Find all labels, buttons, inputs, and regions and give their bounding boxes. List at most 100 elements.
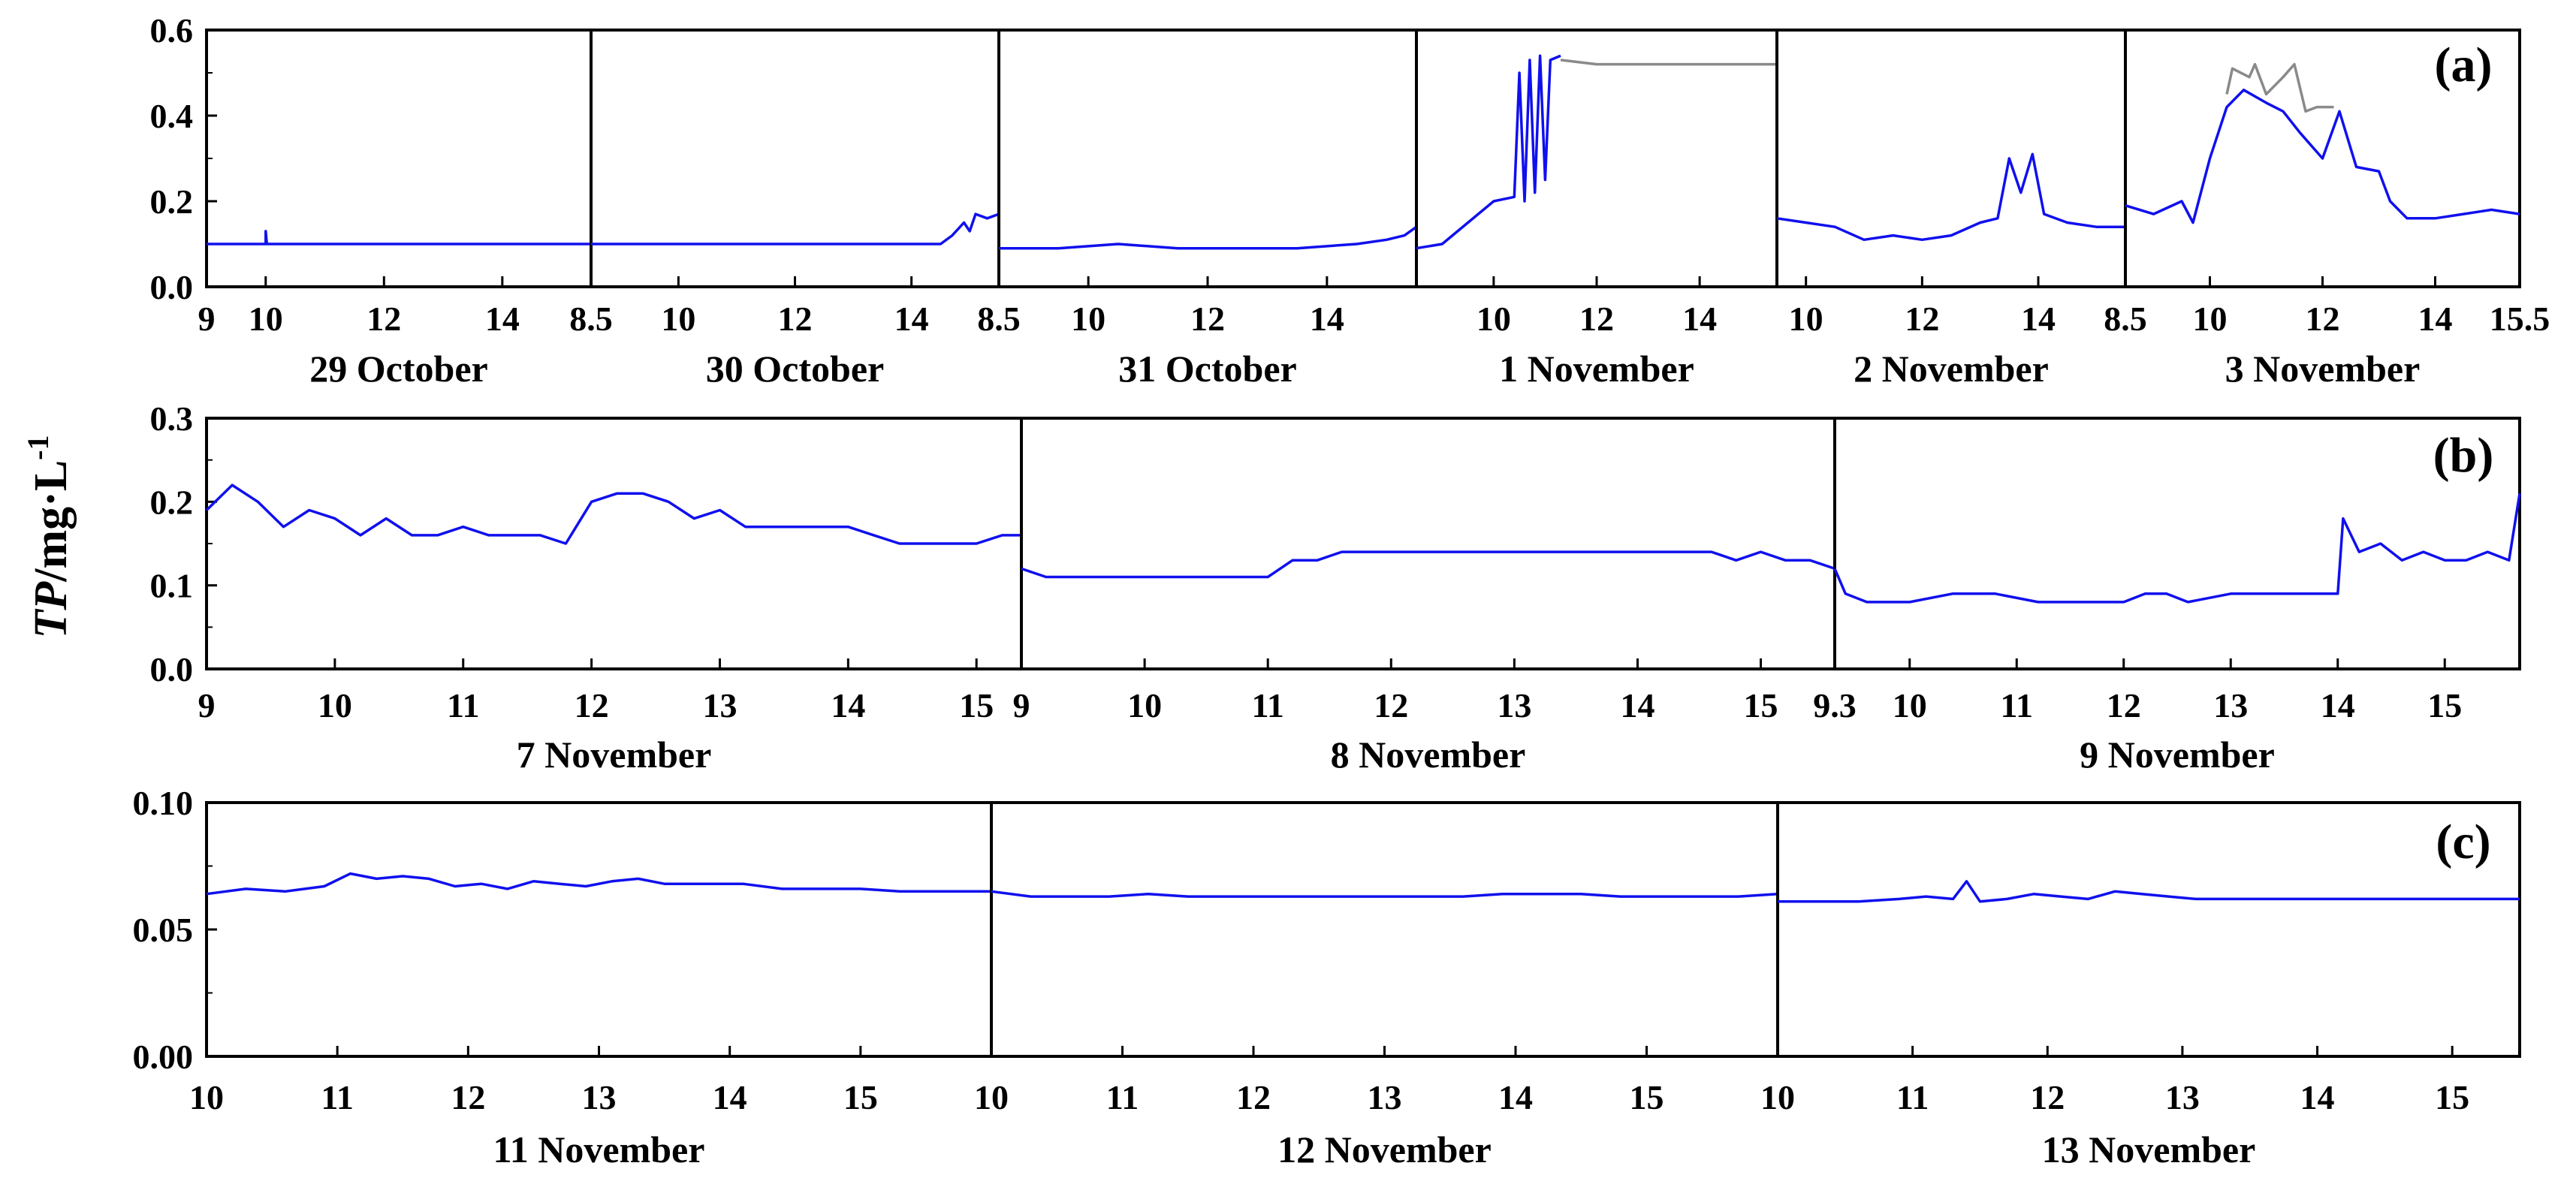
x-tick-label: 13 xyxy=(1368,1078,1402,1116)
x-tick-label: 15 xyxy=(1744,686,1778,725)
tp-series-line xyxy=(1833,493,2521,604)
tp-series-line xyxy=(205,484,1021,545)
tp-secondary-line xyxy=(2225,62,2334,113)
y-tick-label: 0.4 xyxy=(150,97,194,135)
x-tick-label: 8.5 xyxy=(569,300,613,338)
y-tick-label: 0.1 xyxy=(150,567,194,605)
x-tick-label: 14 xyxy=(485,300,520,338)
tp-series-line xyxy=(591,212,1000,246)
panel-frame xyxy=(205,801,2521,1058)
day-section: 8.5 10 12 14 30 October xyxy=(569,30,1000,390)
x-tick-label: 13 xyxy=(582,1078,617,1116)
day-label: 13 November xyxy=(2042,1128,2256,1170)
x-tick-label: 11 xyxy=(1106,1078,1139,1116)
day-label: 8 November xyxy=(1331,734,1526,776)
x-tick-label: 10 xyxy=(1071,300,1106,338)
day-label: 9 November xyxy=(2080,734,2275,776)
x-tick-label: 11 xyxy=(321,1078,353,1116)
y-tick-label: 0.0 xyxy=(150,650,194,688)
x-tick-label: 10 xyxy=(318,686,352,725)
x-tick-label: 12 xyxy=(2306,300,2340,338)
x-tick-label: 12 xyxy=(1190,300,1225,338)
day-section: 10 11 12 13 14 15 11 November xyxy=(189,872,991,1170)
day-section: 9.3 10 11 12 13 14 15 9 November xyxy=(1813,418,2521,776)
panel-frame xyxy=(205,417,2521,670)
day-label: 29 October xyxy=(309,348,487,390)
day-label: 7 November xyxy=(517,734,712,776)
x-tick-label: 10 xyxy=(189,1078,224,1116)
x-tick-label: 9 xyxy=(1013,686,1030,725)
x-tick-label: 14 xyxy=(894,300,929,338)
panel-frame xyxy=(205,29,2521,288)
x-tick-label: 12 xyxy=(778,300,813,338)
x-tick-label: 9 xyxy=(198,686,216,725)
x-tick-label: 12 xyxy=(1236,1078,1271,1116)
x-tick-label: 14 xyxy=(1310,300,1344,338)
y-tick-label: 0.00 xyxy=(133,1038,194,1076)
day-label: 2 November xyxy=(1854,348,2049,390)
tp-series-line xyxy=(1416,54,1561,250)
x-tick-label: 13 xyxy=(1497,686,1531,725)
x-tick-label: 11 xyxy=(2001,686,2033,725)
y-axis-label-sup: -1 xyxy=(21,435,55,460)
x-tick-label: 15 xyxy=(1630,1078,1664,1116)
x-tick-label: 10 xyxy=(1789,300,1823,338)
tp-series-line xyxy=(1778,880,2520,903)
x-tick-label: 13 xyxy=(2213,686,2248,725)
x-tick-label: 14 xyxy=(713,1078,747,1116)
x-tick-label: 10 xyxy=(249,300,283,338)
y-tick-label: 0.2 xyxy=(150,182,194,221)
x-tick-label: 15 xyxy=(2435,1078,2469,1116)
x-tick-label: 10 xyxy=(1760,1078,1795,1116)
x-tick-label: 8.5 xyxy=(977,300,1021,338)
x-tick-label: 15.5 xyxy=(2490,300,2550,338)
x-tick-label: 9 xyxy=(198,300,216,338)
y-tick-label: 0.10 xyxy=(133,784,194,822)
y-axis-label-main: TP xyxy=(26,581,77,639)
day-label: 1 November xyxy=(1499,348,1694,390)
y-axis-label: TP/mg·L-1 xyxy=(21,435,77,639)
x-tick-label: 12 xyxy=(1579,300,1614,338)
y-tick-label: 0.05 xyxy=(133,911,194,949)
panel-letter: (c) xyxy=(2436,815,2490,869)
x-tick-label: 10 xyxy=(1127,686,1162,725)
x-tick-label: 14 xyxy=(1620,686,1654,725)
x-tick-label: 9.3 xyxy=(1813,686,1857,725)
x-tick-label: 13 xyxy=(702,686,737,725)
day-section: 9 10 11 12 13 14 15 7 November xyxy=(198,484,1021,776)
y-tick-label: 0.2 xyxy=(150,483,194,521)
x-tick-label: 11 xyxy=(1896,1078,1929,1116)
x-tick-label: 15 xyxy=(2427,686,2462,725)
x-tick-label: 13 xyxy=(2165,1078,2200,1116)
x-tick-label: 10 xyxy=(1893,686,1927,725)
x-tick-label: 12 xyxy=(451,1078,485,1116)
x-tick-label: 10 xyxy=(974,1078,1009,1116)
day-section: 9 10 12 14 29 October xyxy=(198,230,591,390)
tp-series-line xyxy=(2125,89,2520,224)
day-label: 3 November xyxy=(2225,348,2421,390)
day-section: 10 11 12 13 14 15 13 November xyxy=(1760,803,2520,1170)
x-tick-label: 14 xyxy=(1498,1078,1533,1116)
panel-letter: (b) xyxy=(2433,428,2494,483)
x-tick-label: 14 xyxy=(2021,300,2056,338)
x-tick-label: 11 xyxy=(447,686,479,725)
day-section: 8.5 10 12 14 31 October xyxy=(977,30,1418,390)
x-tick-label: 8.5 xyxy=(2104,300,2147,338)
x-tick-label: 15 xyxy=(959,686,994,725)
y-axis-label-unit: /mg·L xyxy=(26,460,77,583)
y-tick-label: 0.0 xyxy=(150,268,194,306)
x-tick-label: 15 xyxy=(843,1078,878,1116)
day-section: 10 12 14 1 November xyxy=(1415,30,1777,390)
tp-series-line xyxy=(207,230,591,246)
x-tick-label: 10 xyxy=(1477,300,1511,338)
tp-series-line xyxy=(1021,550,1835,579)
tp-series-line xyxy=(1776,152,2125,242)
x-tick-label: 12 xyxy=(2030,1078,2065,1116)
day-section: 10 11 12 13 14 15 12 November xyxy=(974,803,1778,1170)
x-tick-label: 10 xyxy=(661,300,695,338)
